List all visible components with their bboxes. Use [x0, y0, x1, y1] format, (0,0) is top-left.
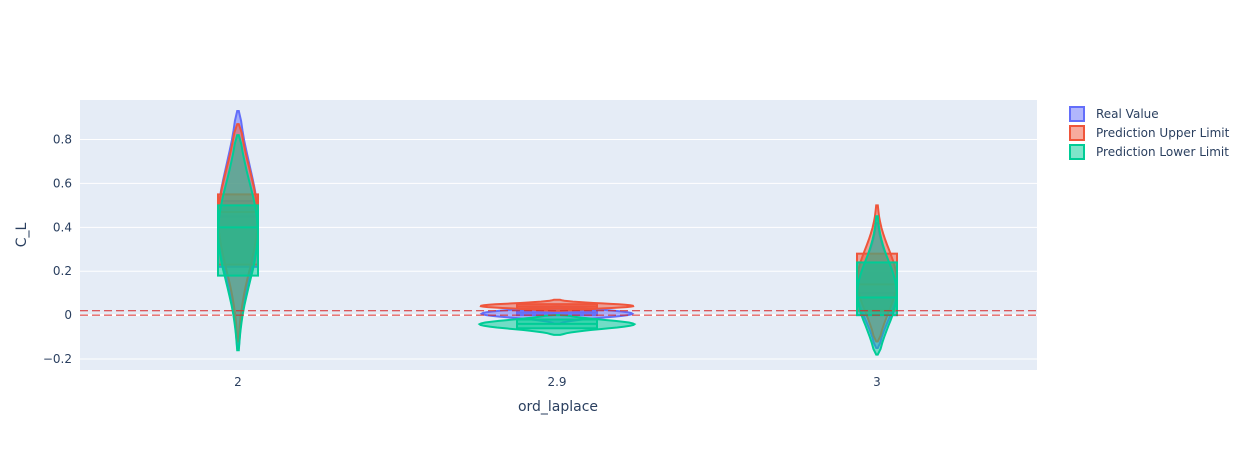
y-axis-title: C_L: [14, 223, 30, 248]
legend-swatch: [1069, 125, 1085, 141]
violin-box: [217, 204, 259, 277]
x-tick-label: 2.9: [547, 375, 566, 389]
y-tick-label: −0.2: [43, 352, 72, 366]
y-tick-label: 0.2: [53, 264, 72, 278]
x-tick-label: 2: [234, 375, 242, 389]
legend-swatch: [1069, 106, 1085, 122]
x-tick-label: 3: [873, 375, 881, 389]
legend-label: Prediction Lower Limit: [1096, 145, 1229, 159]
series-prediction-lower-limit: [217, 134, 898, 356]
y-axis-ticks: −0.2 0 0.2 0.4 0.6 0.8: [43, 133, 72, 367]
legend-item-prediction-lower-limit[interactable]: Prediction Lower Limit: [1069, 144, 1229, 160]
violin-box: [856, 261, 898, 317]
legend-label: Real Value: [1096, 107, 1159, 121]
legend-swatch: [1069, 144, 1085, 160]
legend[interactable]: Real Value Prediction Upper Limit Predicti…: [1069, 106, 1230, 160]
violin-marks: [217, 110, 898, 356]
legend-label: Prediction Upper Limit: [1096, 126, 1230, 140]
reference-lines: [80, 310, 1037, 316]
y-tick-label: 0.6: [53, 176, 72, 190]
y-tick-label: 0.8: [53, 133, 72, 147]
y-tick-label: 0.4: [53, 220, 72, 234]
legend-item-prediction-upper-limit[interactable]: Prediction Upper Limit: [1069, 125, 1230, 141]
x-axis-title: ord_laplace: [518, 399, 598, 415]
y-tick-label: 0: [64, 308, 72, 322]
x-axis-ticks: 2 2.9 3: [234, 375, 881, 389]
legend-item-real-value[interactable]: Real Value: [1069, 106, 1159, 122]
